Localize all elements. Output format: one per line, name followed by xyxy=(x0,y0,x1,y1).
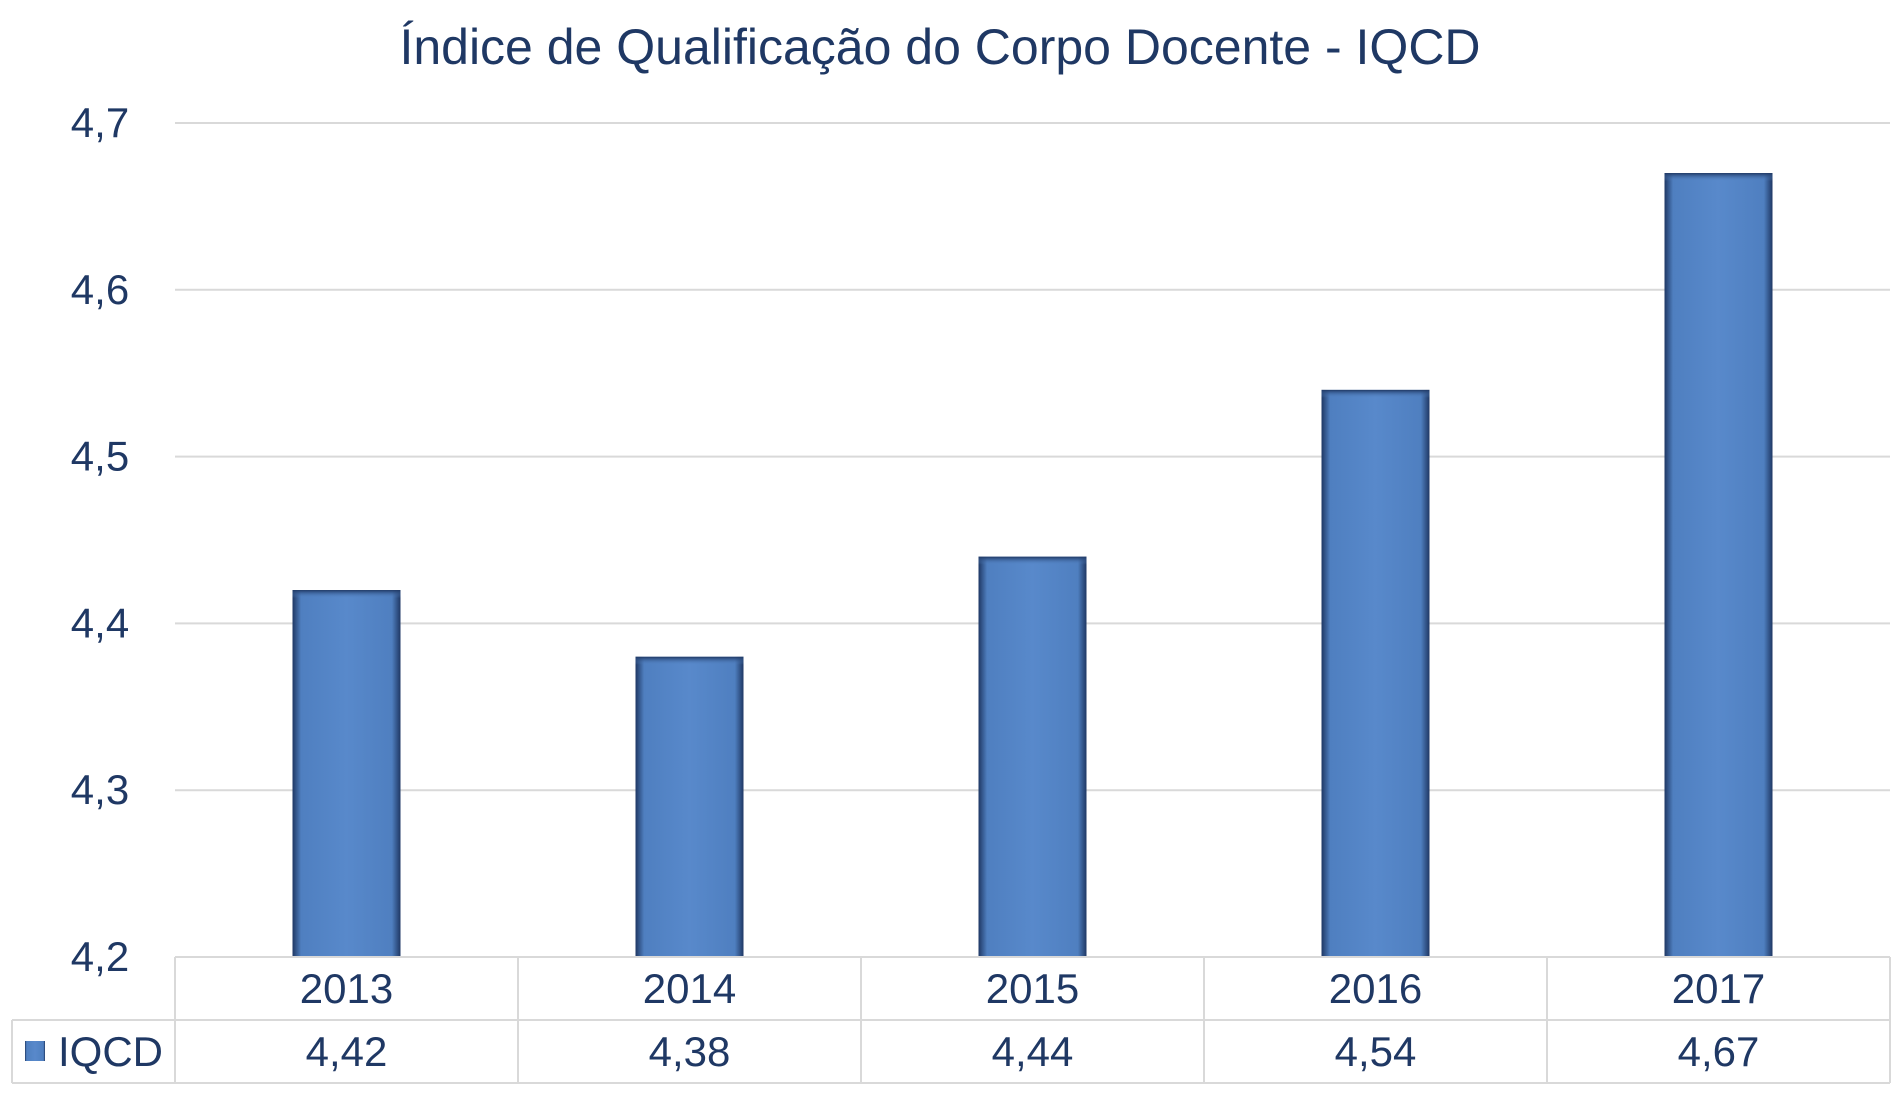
bar-2016 xyxy=(1321,389,1430,957)
data-table-value: 4,42 xyxy=(306,1028,388,1075)
data-table-value: 4,54 xyxy=(1335,1028,1417,1075)
bars xyxy=(292,173,1773,958)
bar-2017 xyxy=(1664,173,1773,958)
bar-top-bevel xyxy=(1664,173,1773,182)
x-category-label: 2016 xyxy=(1329,965,1422,1012)
x-category-label: 2013 xyxy=(300,965,393,1012)
y-tick-label: 4,2 xyxy=(71,933,129,980)
y-tick-label: 4,3 xyxy=(71,766,129,813)
data-table-value: 4,44 xyxy=(992,1028,1074,1075)
bar-2013 xyxy=(292,590,401,957)
x-category-label: 2015 xyxy=(986,965,1079,1012)
chart-title: Índice de Qualificação do Corpo Docente … xyxy=(399,19,1480,75)
x-category-label: 2014 xyxy=(643,965,736,1012)
data-table: 2013 4,42 2014 4,38 2015 4,44 2016 4,54 2017 4,67… xyxy=(11,956,1891,1084)
gridlines xyxy=(175,122,1890,792)
y-tick-label: 4,6 xyxy=(71,266,129,313)
y-tick-label: 4,5 xyxy=(71,433,129,480)
legend-label: IQCD xyxy=(58,1028,163,1075)
bar-top-bevel xyxy=(635,656,744,665)
x-category-label: 2017 xyxy=(1672,965,1765,1012)
data-table-value: 4,67 xyxy=(1678,1028,1760,1075)
data-table-value: 4,38 xyxy=(649,1028,731,1075)
y-tick-label: 4,4 xyxy=(71,599,129,646)
bar-top-bevel xyxy=(1321,389,1430,398)
legend-swatch-icon xyxy=(25,1041,45,1061)
y-axis-ticks: 4,2 4,3 4,4 4,5 4,6 4,7 xyxy=(71,99,129,980)
bar-2015 xyxy=(978,556,1087,957)
bar-top-bevel xyxy=(978,556,1087,565)
bar-top-bevel xyxy=(292,590,401,599)
bar-2014 xyxy=(635,656,744,957)
y-tick-label: 4,7 xyxy=(71,99,129,146)
